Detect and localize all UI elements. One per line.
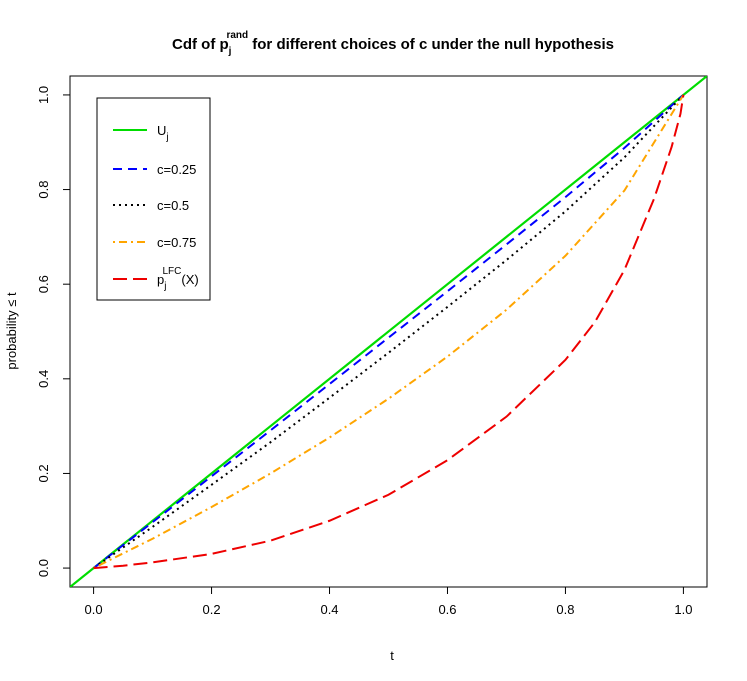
legend-label-3: c=0.75 [157,235,196,250]
x-tick-label: 1.0 [674,602,692,617]
y-tick-label: 0.0 [36,559,51,577]
x-tick-label: 0.0 [85,602,103,617]
legend-box [96,97,211,301]
x-axis: 0.0 0.2 0.4 0.6 0.8 1.0 [85,586,692,617]
title-suffix: for different choices of c under the nul… [248,36,614,53]
legend-label-2: c=0.5 [157,198,189,213]
y-axis-label: probability ≤ t [4,292,19,370]
title-sub: j [228,46,232,57]
series-line-4 [93,94,685,570]
series-group [70,76,707,587]
x-tick-label: 0.8 [556,602,574,617]
title-sup: rand [226,30,248,41]
x-tick-label: 0.4 [320,602,338,617]
y-tick-label: 0.2 [36,464,51,482]
legend-label-4: pjLFC(X) [157,266,199,292]
x-axis-label: t [390,648,394,663]
chart-title: Cdf of pj rand for different choices of c… [172,30,614,57]
legend-label-0: Uj [157,123,169,143]
series-line-1 [92,94,685,569]
y-tick-label: 0.4 [36,370,51,388]
series-line-2 [93,94,685,569]
y-axis: 0.0 0.2 0.4 0.6 0.8 1.0 [36,86,71,577]
y-tick-label: 0.8 [36,181,51,199]
series-line-0 [70,76,707,587]
legend-label-1: c=0.25 [157,162,196,177]
y-tick-label: 0.6 [36,275,51,293]
x-tick-label: 0.2 [203,602,221,617]
title-prefix: Cdf of p [172,36,229,53]
legend: Uj c=0.25 c=0.5 c=0.75 pjLFC(X) [96,97,211,301]
y-tick-label: 1.0 [36,86,51,104]
x-tick-label: 0.6 [438,602,456,617]
